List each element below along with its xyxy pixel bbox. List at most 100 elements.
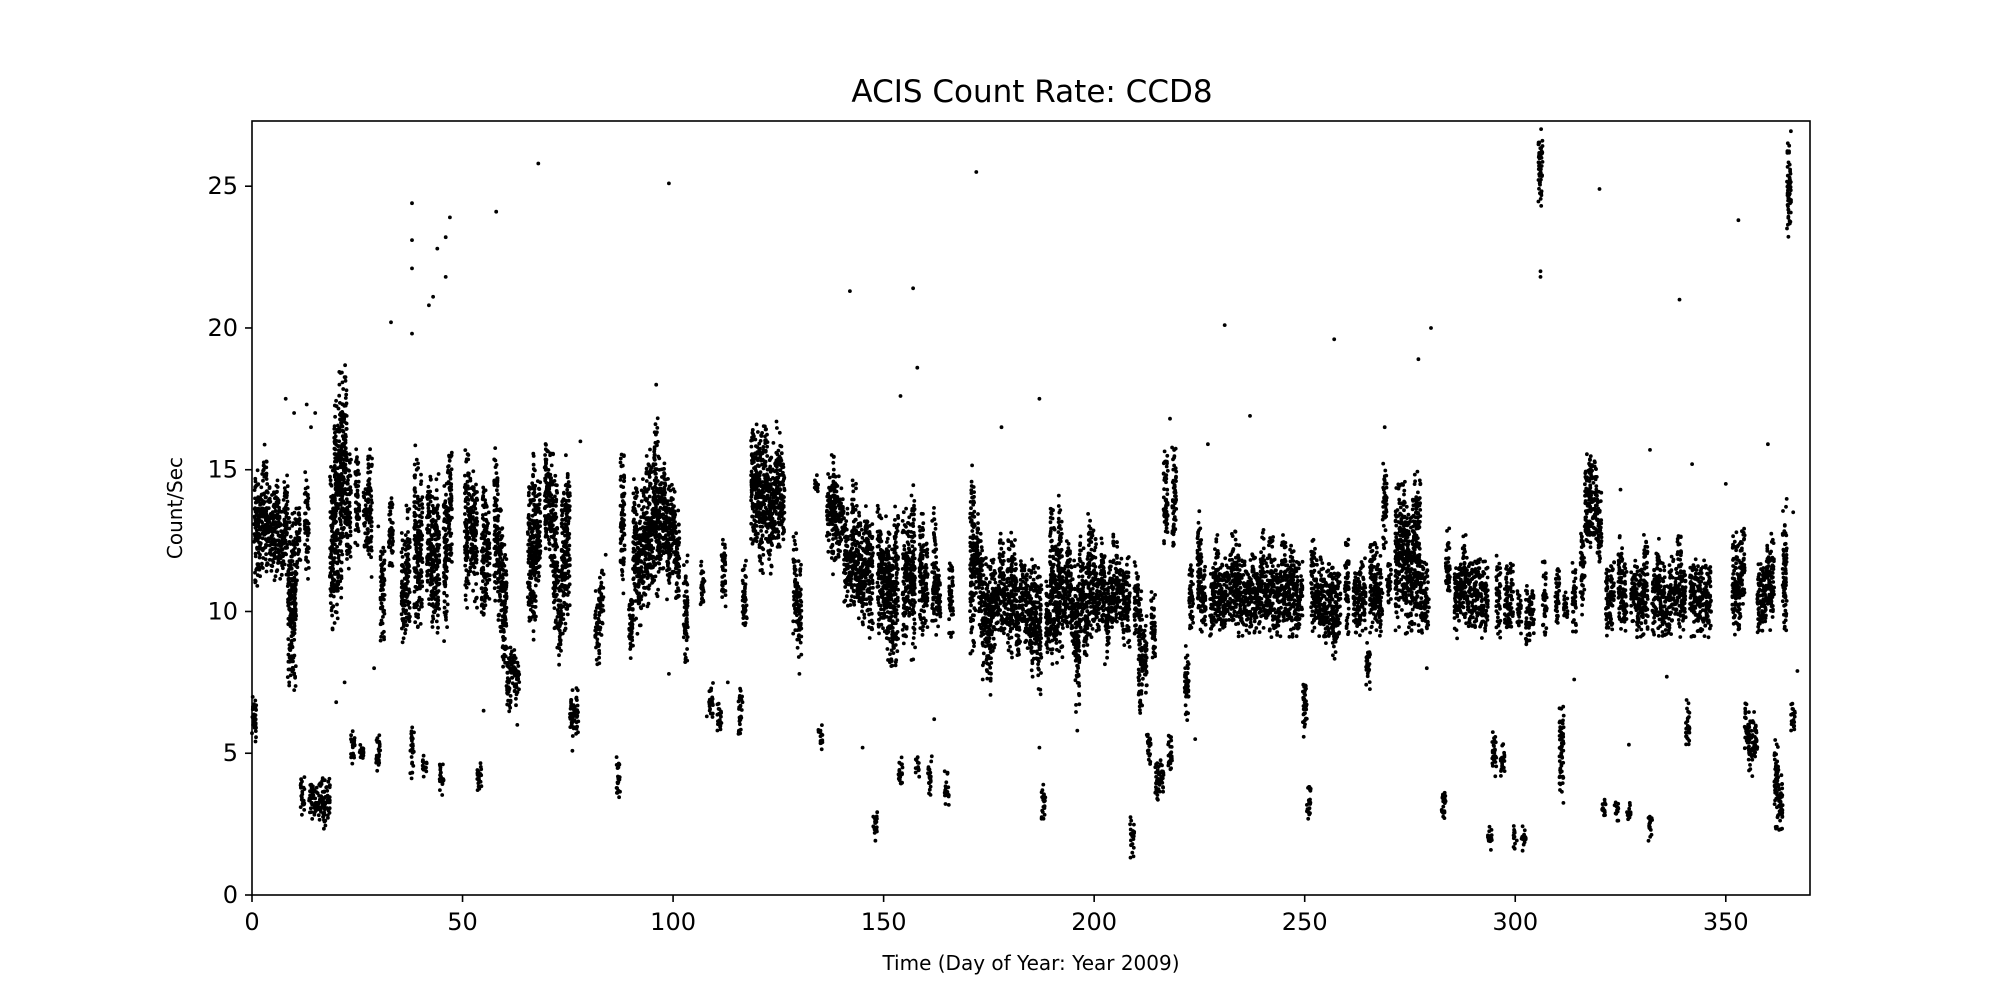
data-point: [267, 486, 272, 490]
data-point: [342, 442, 347, 446]
data-point: [436, 472, 441, 476]
data-point: [369, 498, 374, 502]
data-point: [355, 491, 360, 496]
data-point: [320, 802, 325, 807]
data-point: [635, 490, 640, 495]
data-point: [481, 503, 485, 508]
data-point: [344, 392, 349, 397]
data-point: [314, 785, 319, 790]
data-point: [668, 552, 673, 557]
data-point: [627, 607, 631, 612]
data-point: [291, 617, 296, 622]
data-point: [270, 522, 274, 527]
data-point: [561, 617, 566, 621]
data-point: [548, 494, 553, 498]
data-point: [273, 509, 278, 513]
data-point: [366, 462, 371, 467]
data-point: [550, 482, 555, 487]
data-point: [313, 796, 318, 801]
data-point: [261, 502, 266, 506]
data-point: [559, 549, 564, 553]
data-point: [378, 622, 383, 627]
data-point: [297, 506, 302, 510]
data-point: [421, 753, 426, 758]
data-point: [323, 823, 328, 828]
data-point: [257, 555, 262, 560]
data-point: [662, 488, 667, 493]
data-point: [306, 546, 311, 551]
data-point: [556, 579, 561, 583]
data-point: [446, 506, 450, 511]
data-point: [555, 490, 559, 495]
data-point: [618, 541, 623, 545]
data-point: [346, 566, 351, 571]
data-point: [328, 601, 333, 605]
data-point: [404, 599, 408, 603]
data-point: [616, 788, 621, 793]
data-point: [418, 583, 422, 588]
data-point: [449, 551, 454, 556]
data-point: [486, 538, 491, 543]
data-point: [282, 480, 287, 484]
data-point: [344, 427, 349, 431]
data-point: [465, 606, 469, 610]
data-point: [487, 597, 492, 601]
data-point: [556, 603, 561, 608]
data-point: [343, 396, 348, 400]
data-point: [382, 611, 387, 616]
data-point: [662, 496, 667, 501]
data-point: [657, 499, 662, 504]
data-point: [382, 637, 386, 642]
data-point: [274, 530, 279, 535]
data-point: [292, 575, 297, 580]
data-point: [471, 588, 475, 593]
data-point: [622, 547, 627, 552]
data-point: [475, 605, 479, 610]
data-point: [403, 631, 407, 636]
data-point: [343, 378, 348, 383]
data-point: [653, 481, 658, 486]
data-point: [388, 505, 392, 510]
data-point: [426, 523, 431, 528]
data-point: [644, 466, 649, 471]
data-point: [342, 480, 347, 485]
data-point: [466, 572, 471, 577]
data-point: [366, 470, 370, 475]
data-point: [333, 508, 337, 513]
data-point: [493, 546, 498, 551]
data-point: [563, 626, 568, 631]
data-point: [660, 512, 665, 517]
data-point: [657, 486, 662, 491]
data-point: [446, 470, 451, 475]
data-point: [261, 510, 266, 515]
data-point: [565, 487, 570, 492]
data-point: [404, 571, 408, 575]
data-point: [553, 598, 557, 603]
data-point: [644, 454, 649, 458]
data-point: [560, 564, 565, 568]
data-point: [463, 448, 468, 452]
data-point: [551, 586, 556, 591]
data-point: [264, 569, 269, 574]
data-point: [283, 551, 288, 556]
data-point: [474, 582, 478, 586]
data-point: [345, 552, 350, 556]
data-point: [346, 516, 351, 521]
data-point: [267, 538, 271, 543]
data-point: [336, 573, 341, 577]
data-point: [493, 598, 498, 603]
data-point: [442, 591, 447, 596]
data-point: [425, 527, 429, 532]
data-point: [332, 403, 337, 408]
data-point: [400, 538, 405, 543]
data-point: [655, 594, 660, 599]
data-point: [637, 601, 642, 605]
data-point: [486, 521, 490, 526]
data-point: [367, 508, 371, 513]
data-point: [382, 592, 386, 597]
data-point: [304, 567, 308, 571]
data-point: [404, 585, 408, 590]
data-point: [306, 577, 310, 581]
data-point: [443, 499, 448, 504]
